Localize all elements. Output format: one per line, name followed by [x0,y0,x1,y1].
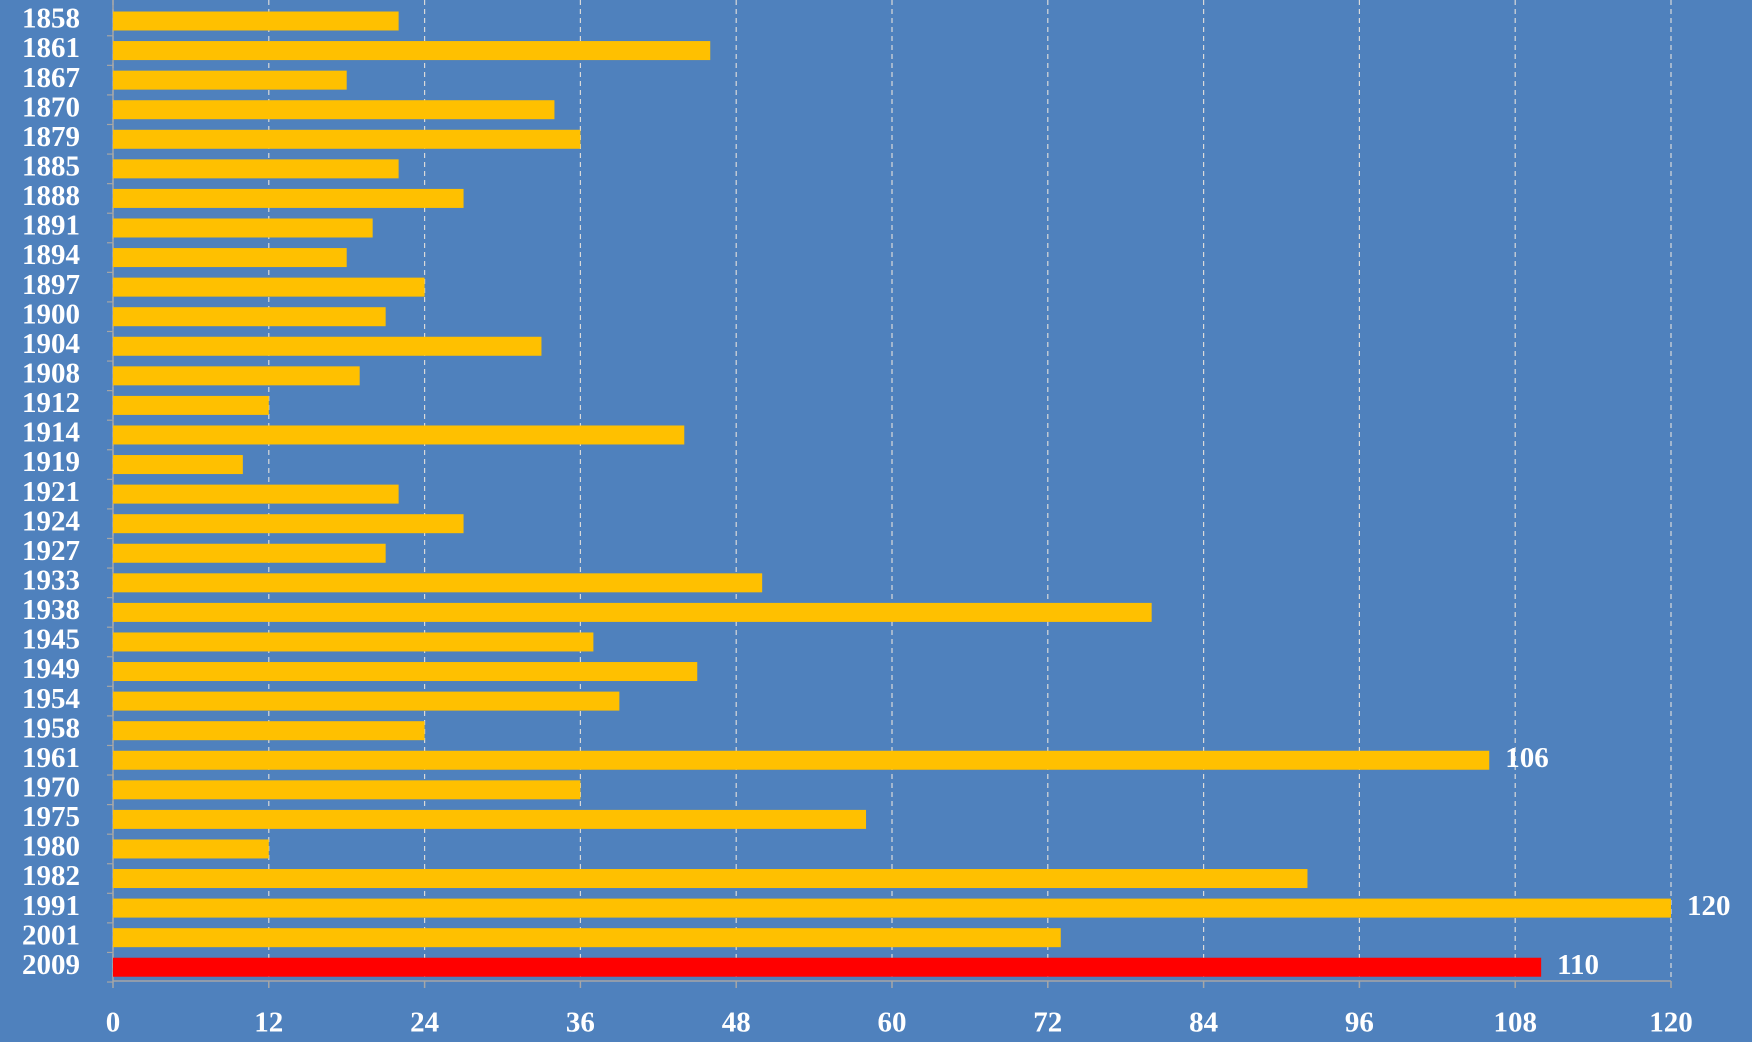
y-tick-label: 2001 [22,919,80,951]
bar [113,869,1308,889]
y-tick-label: 1885 [22,151,80,183]
y-tick-label: 1954 [22,683,80,715]
y-tick-label: 1982 [22,860,80,892]
y-tick-label: 1919 [22,446,80,478]
y-tick-label: 1900 [22,298,80,330]
x-tick-label: 12 [254,1007,283,1039]
bar [113,100,555,120]
y-tick-label: 1970 [22,771,80,803]
y-tick-label: 1908 [22,357,80,389]
x-tick-label: 0 [106,1007,121,1039]
bar [113,928,1061,948]
bar [113,484,399,504]
y-tick-label: 1949 [22,653,80,685]
y-tick-label: 1927 [22,535,80,567]
y-tick-label: 1980 [22,831,80,863]
x-tick-label: 84 [1189,1007,1218,1039]
bar [113,839,269,859]
bar [113,366,360,386]
bar [113,632,594,652]
y-tick-label: 1888 [22,180,80,212]
bar [113,602,1152,622]
bar [113,957,1542,977]
x-tick-label: 108 [1493,1007,1537,1039]
x-tick-label: 120 [1649,1007,1693,1039]
bar [113,248,347,268]
x-tick-label: 36 [566,1007,595,1039]
y-tick-label: 1867 [22,62,80,94]
bar [113,70,347,90]
y-tick-label: 1904 [22,328,80,360]
bar [113,129,581,149]
x-tick-label: 60 [878,1007,907,1039]
data-label: 110 [1557,949,1599,981]
bar [113,573,763,593]
bar [113,425,685,445]
y-tick-label: 1933 [22,564,80,596]
bar [113,188,464,208]
x-tick-label: 96 [1345,1007,1374,1039]
y-tick-label: 1914 [22,417,80,449]
bar [113,721,425,741]
y-tick-label: 1897 [22,269,80,301]
bar [113,809,867,829]
y-tick-label: 1891 [22,210,80,242]
y-tick-label: 1861 [22,32,80,64]
y-tick-label: 1894 [22,239,80,271]
y-tick-label: 2009 [22,949,80,981]
y-tick-label: 1945 [22,624,80,656]
bar [113,218,373,238]
bar [113,898,1671,918]
bar [113,514,464,534]
bar [113,277,425,297]
bar [113,543,386,563]
y-tick-label: 1858 [22,3,80,35]
y-tick-label: 1938 [22,594,80,626]
y-tick-label: 1924 [22,505,80,537]
y-tick-label: 1879 [22,121,80,153]
y-tick-label: 1975 [22,801,80,833]
y-tick-label: 1921 [22,476,80,508]
y-tick-label: 1961 [22,742,80,774]
bar [113,336,542,356]
x-tick-label: 24 [410,1007,439,1039]
x-tick-label: 72 [1033,1007,1062,1039]
bar [113,750,1490,770]
bar [113,780,581,800]
bar [113,11,399,31]
y-tick-label: 1870 [22,91,80,123]
y-tick-label: 1958 [22,712,80,744]
bar [113,41,711,61]
bar [113,395,269,415]
bar [113,307,386,327]
data-label: 120 [1687,890,1731,922]
x-tick-label: 48 [722,1007,751,1039]
bar [113,159,399,179]
bar [113,691,620,711]
bar [113,662,698,682]
y-tick-label: 1912 [22,387,80,419]
data-label: 106 [1505,742,1549,774]
y-tick-label: 1991 [22,890,80,922]
bar [113,455,243,475]
